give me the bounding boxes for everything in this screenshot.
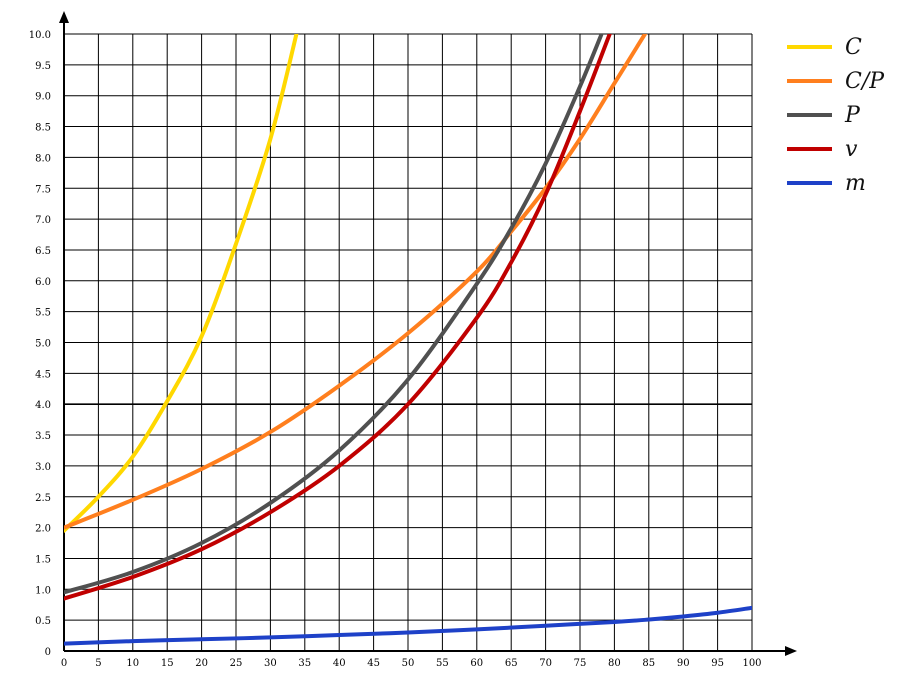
x-tick-label: 30 [264, 658, 277, 669]
y-tick-label: 3.0 [35, 462, 51, 473]
y-tick-label: 5.5 [35, 308, 51, 319]
y-tick-label: 3.5 [35, 431, 51, 442]
x-tick-label: 50 [402, 658, 415, 669]
y-tick-label: 1.0 [35, 585, 51, 596]
legend-label-cp: C/P [845, 69, 885, 94]
y-tick-label: 6.0 [35, 277, 51, 288]
x-tick-label: 10 [126, 658, 139, 669]
x-tick-label: 80 [608, 658, 621, 669]
x-tick-labels: 0 5 10 15 20 25 30 35 40 45 50 55 60 65 70 75 80 85 90 95 10… [61, 658, 762, 669]
y-tick-label: 10.0 [29, 30, 51, 41]
y-tick-label: 1.5 [35, 554, 51, 565]
x-tick-label: 60 [470, 658, 483, 669]
series-line-m [64, 605, 752, 646]
y-tick-label: 4.0 [35, 400, 51, 411]
series-line-v [64, 34, 612, 601]
y-tick-label: 6.5 [35, 246, 51, 257]
y-tick-label: 8.0 [35, 153, 51, 164]
x-tick-label: 75 [574, 658, 587, 669]
x-tick-label: 55 [436, 658, 449, 669]
y-tick-label: 2.5 [35, 493, 51, 504]
series-line-c [64, 34, 299, 533]
y-tick-label: 9.0 [35, 92, 51, 103]
x-tick-label: 70 [539, 658, 552, 669]
series-line-cp [64, 34, 648, 530]
y-tick-label: 7.0 [35, 215, 51, 226]
axes [59, 11, 797, 656]
x-tick-label: 90 [677, 658, 690, 669]
y-tick-label: 2.0 [35, 524, 51, 535]
legend-label-c: C [845, 35, 862, 60]
x-tick-label: 85 [642, 658, 655, 669]
y-axis-arrow [59, 11, 69, 23]
x-tick-label: 100 [742, 658, 761, 669]
x-tick-label: 5 [95, 658, 101, 669]
legend: C C/P Pvm [787, 35, 885, 196]
y-tick-label: 9.5 [35, 61, 51, 72]
y-tick-labels: 0 0.5 1.0 1.5 2.0 2.5 3.0 3.5 4.0 4.5 5.0 5.5 6.0 6.5… [29, 30, 51, 658]
y-tick-label: 8.5 [35, 123, 51, 134]
x-tick-label: 35 [298, 658, 311, 669]
x-tick-label: 65 [505, 658, 518, 669]
x-tick-label: 20 [195, 658, 208, 669]
x-tick-label: 45 [367, 658, 380, 669]
series-lines [64, 34, 752, 646]
x-tick-label: 0 [61, 658, 67, 669]
legend-label-v: v [845, 137, 858, 162]
y-tick-label: 4.5 [35, 369, 51, 380]
x-tick-label: 40 [333, 658, 346, 669]
x-axis-arrow [785, 646, 797, 656]
legend-label-m: m [845, 171, 866, 196]
legend-label-p: P [844, 103, 861, 128]
y-tick-label: 5.0 [35, 339, 51, 350]
y-tick-label: 0 [45, 647, 51, 658]
y-tick-label: 7.5 [35, 184, 51, 195]
y-tick-label: 0.5 [35, 616, 51, 627]
x-tick-label: 95 [711, 658, 724, 669]
x-tick-label: 15 [161, 658, 174, 669]
x-tick-label: 25 [230, 658, 243, 669]
series-line-p [64, 34, 604, 595]
